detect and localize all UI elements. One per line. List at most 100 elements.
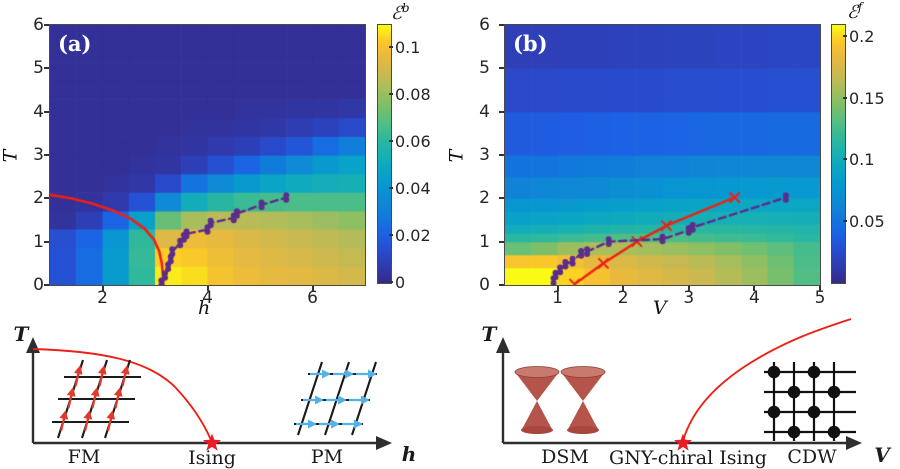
panel-b-label: (b) (513, 31, 548, 56)
colorbar-tick-label: 0.15 (849, 88, 885, 108)
colorbar-tick-label: 0.1 (395, 38, 421, 58)
y-tick-mark (499, 110, 504, 113)
x-tick-mark (311, 286, 314, 291)
x-tick-mark (819, 286, 821, 291)
x-tick-label: 6 (307, 288, 318, 308)
y-tick-label: 6 (33, 15, 44, 35)
schematic-right: T V DSM GNY-chiral Ising CDW (482, 318, 892, 469)
y-tick-mark (44, 154, 49, 156)
y-tick-label: 4 (33, 101, 44, 122)
critical-point-label-ising: Ising (188, 447, 236, 469)
x-tick-label: 2 (617, 288, 629, 308)
colorbar-tick-mark (389, 187, 393, 190)
colorbar-tick-mark (843, 158, 847, 161)
y-tick-mark (44, 67, 49, 70)
schematic-diagrams: T h FM Ising PM (14, 318, 892, 469)
colorbar-tick-label: 0.2 (849, 27, 875, 47)
y-tick-mark (499, 240, 504, 243)
gny-critical-star-icon (674, 433, 692, 451)
y-tick-label: 2 (479, 188, 490, 209)
script-E: ℰ (847, 2, 858, 23)
x-tick-mark (101, 286, 104, 291)
script-E: ℰ (391, 3, 402, 24)
script-E-sup: b (401, 1, 410, 15)
panel-b-ylabel: T (445, 149, 468, 163)
pm-lattice-icon (294, 361, 377, 436)
schematic-right-xlabel: V (874, 443, 892, 467)
panel-a-label: (a) (58, 31, 92, 56)
colorbar-tick-label: 0.1 (849, 150, 875, 170)
dirac-cones-icon (514, 366, 606, 434)
script-E-sup: f (857, 0, 863, 14)
y-tick-mark (44, 240, 49, 243)
y-tick-label: 0 (33, 275, 44, 295)
panel-a-heatmap (49, 24, 366, 286)
y-tick-label: 3 (33, 145, 44, 165)
ising-critical-star-icon (203, 433, 221, 451)
y-tick-mark (44, 197, 49, 200)
panel-b-colorbar (831, 24, 846, 284)
schematic-right-ylabel: T (482, 322, 499, 346)
transition-curve (682, 318, 852, 442)
y-tick-mark (499, 24, 504, 26)
schematic-left-ylabel: T (14, 322, 31, 346)
y-tick-mark (499, 284, 504, 286)
x-tick-label: 5 (814, 288, 826, 308)
y-tick-label: 0 (479, 275, 490, 295)
cdw-lattice-icon (764, 362, 856, 441)
colorbar-tick-label: 0 (395, 273, 406, 292)
y-tick-label: 1 (33, 231, 44, 252)
y-tick-label: 1 (479, 231, 490, 252)
colorbar-tick-mark (389, 234, 393, 237)
schematic-left-xlabel: h (402, 442, 417, 466)
y-tick-mark (499, 67, 504, 70)
colorbar-tick-label: 0.08 (395, 85, 431, 105)
colorbar-tick-mark (843, 35, 847, 38)
panel-b-colorbar-title: ℰf (847, 0, 862, 23)
panel-b-xlabel: V (653, 297, 667, 319)
y-tick-label: 5 (479, 58, 490, 79)
x-tick-label: 4 (748, 288, 760, 308)
y-tick-label: 2 (33, 188, 44, 209)
y-tick-label: 4 (479, 101, 490, 122)
transition-curve (32, 348, 212, 441)
colorbar-tick-mark (389, 46, 393, 49)
phase-label-fm: FM (68, 446, 101, 468)
colorbar-tick-mark (389, 93, 393, 96)
phase-label-dsm: DSM (541, 446, 589, 468)
panel-a-ylabel: T (0, 149, 22, 163)
colorbar-tick-mark (843, 96, 847, 99)
x-tick-label: 3 (683, 288, 695, 308)
phase-label-cdw: CDW (787, 446, 837, 468)
colorbar-tick-label: 0.05 (849, 211, 885, 231)
schematic-left: T h FM Ising PM (14, 322, 417, 469)
x-tick-mark (556, 286, 559, 291)
y-tick-mark (44, 110, 49, 113)
x-tick-label: 4 (202, 288, 213, 308)
y-tick-mark (499, 154, 504, 156)
y-tick-label: 6 (479, 15, 490, 35)
colorbar-tick-mark (843, 219, 847, 222)
x-tick-label: 1 (552, 288, 563, 308)
y-tick-label: 3 (479, 145, 490, 165)
critical-point-label-gny: GNY-chiral Ising (609, 447, 767, 469)
panel-a-xlabel: h (198, 297, 211, 319)
panel-a-colorbar (377, 24, 392, 284)
colorbar-tick-label: 0.02 (395, 226, 431, 246)
panel-a-colorbar-title: ℰb (391, 1, 410, 24)
x-tick-label: 2 (97, 288, 108, 308)
x-tick-mark (753, 286, 756, 291)
y-tick-mark (44, 24, 49, 26)
colorbar-tick-label: 0.06 (395, 132, 431, 152)
colorbar-tick-label: 0.04 (395, 179, 431, 199)
fm-lattice-icon (52, 359, 141, 439)
y-tick-mark (44, 284, 49, 286)
y-tick-mark (499, 197, 504, 200)
colorbar-tick-mark (389, 140, 393, 143)
x-tick-mark (687, 286, 690, 291)
x-tick-mark (622, 286, 625, 291)
x-tick-mark (206, 286, 209, 291)
colorbar-tick-mark (389, 281, 393, 283)
y-tick-label: 5 (33, 58, 44, 79)
